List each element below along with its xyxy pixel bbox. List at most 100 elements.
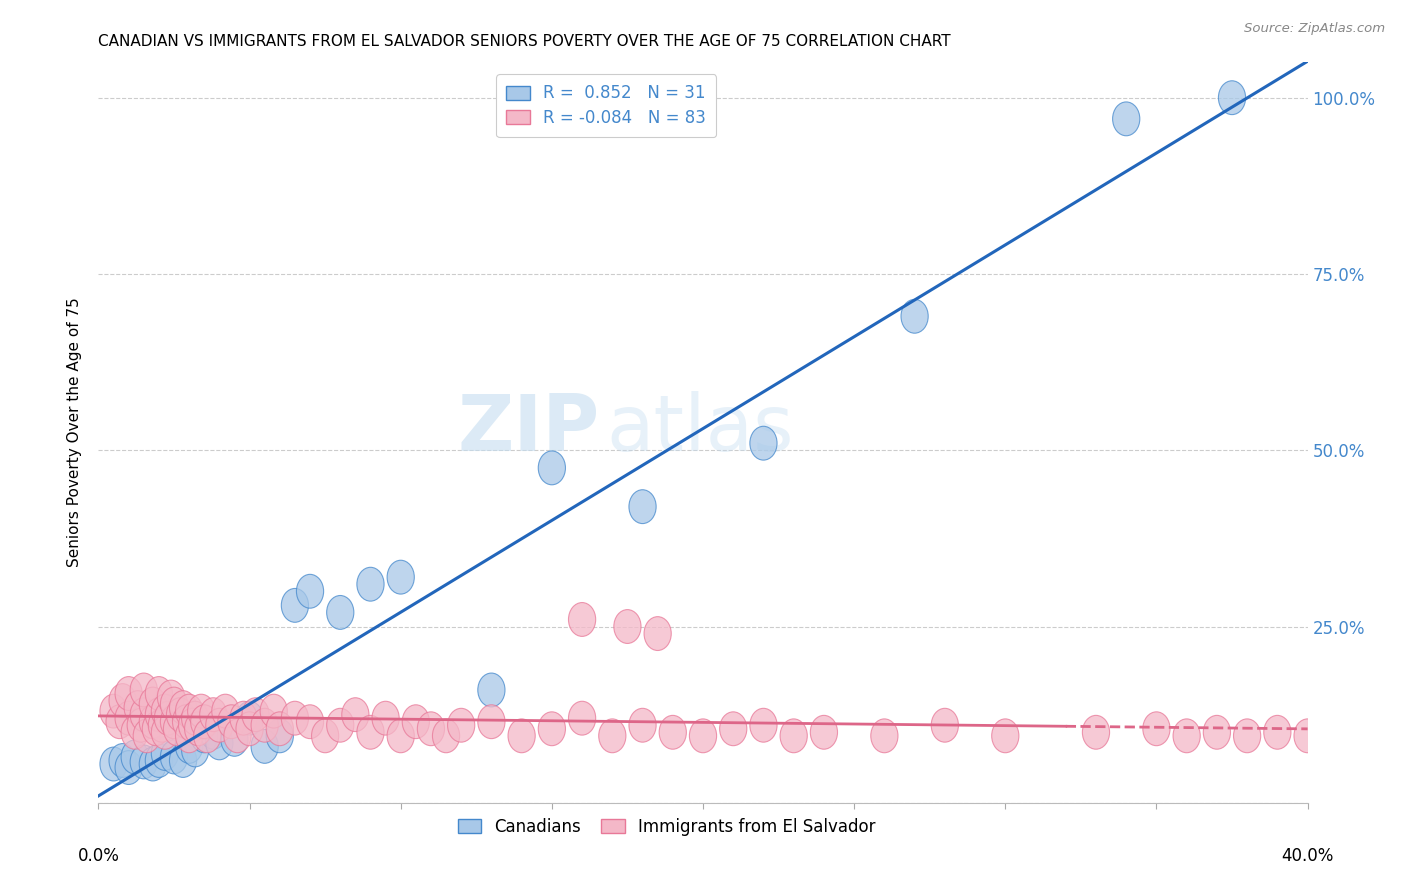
Ellipse shape (418, 712, 444, 746)
Ellipse shape (236, 701, 263, 735)
Ellipse shape (160, 740, 187, 774)
Ellipse shape (145, 744, 173, 778)
Y-axis label: Seniors Poverty Over the Age of 75: Seniors Poverty Over the Age of 75 (67, 298, 83, 567)
Ellipse shape (568, 701, 596, 735)
Ellipse shape (659, 715, 686, 749)
Ellipse shape (810, 715, 838, 749)
Ellipse shape (127, 708, 155, 742)
Ellipse shape (205, 708, 233, 742)
Ellipse shape (387, 560, 415, 594)
Ellipse shape (252, 708, 278, 742)
Ellipse shape (142, 712, 170, 746)
Ellipse shape (870, 719, 898, 753)
Ellipse shape (326, 708, 354, 742)
Ellipse shape (187, 694, 215, 728)
Ellipse shape (139, 705, 166, 739)
Ellipse shape (115, 677, 142, 710)
Ellipse shape (357, 567, 384, 601)
Ellipse shape (749, 426, 778, 460)
Ellipse shape (1219, 81, 1246, 114)
Ellipse shape (901, 300, 928, 334)
Ellipse shape (218, 705, 245, 739)
Text: atlas: atlas (606, 391, 794, 467)
Text: 40.0%: 40.0% (1281, 847, 1334, 865)
Text: ZIP: ZIP (458, 391, 600, 467)
Ellipse shape (433, 719, 460, 753)
Ellipse shape (157, 680, 184, 714)
Ellipse shape (281, 701, 308, 735)
Ellipse shape (749, 708, 778, 742)
Ellipse shape (131, 745, 157, 779)
Ellipse shape (266, 712, 294, 746)
Ellipse shape (538, 451, 565, 484)
Ellipse shape (231, 701, 257, 735)
Ellipse shape (266, 719, 294, 753)
Ellipse shape (1233, 719, 1261, 753)
Ellipse shape (326, 596, 354, 630)
Ellipse shape (252, 730, 278, 764)
Ellipse shape (281, 589, 308, 623)
Ellipse shape (373, 701, 399, 735)
Ellipse shape (100, 747, 127, 780)
Ellipse shape (221, 723, 247, 756)
Ellipse shape (152, 715, 179, 749)
Ellipse shape (181, 733, 208, 767)
Ellipse shape (166, 698, 194, 731)
Ellipse shape (184, 712, 212, 746)
Ellipse shape (145, 698, 173, 731)
Ellipse shape (115, 751, 142, 784)
Ellipse shape (131, 673, 157, 706)
Ellipse shape (689, 719, 717, 753)
Text: CANADIAN VS IMMIGRANTS FROM EL SALVADOR SENIORS POVERTY OVER THE AGE OF 75 CORRE: CANADIAN VS IMMIGRANTS FROM EL SALVADOR … (98, 34, 950, 49)
Ellipse shape (628, 708, 657, 742)
Ellipse shape (342, 698, 368, 731)
Ellipse shape (568, 603, 596, 636)
Ellipse shape (194, 719, 221, 753)
Ellipse shape (173, 705, 200, 739)
Ellipse shape (720, 712, 747, 746)
Ellipse shape (148, 708, 176, 742)
Ellipse shape (1143, 712, 1170, 746)
Ellipse shape (1294, 719, 1322, 753)
Legend: Canadians, Immigrants from El Salvador: Canadians, Immigrants from El Salvador (451, 811, 882, 843)
Ellipse shape (191, 719, 218, 753)
Ellipse shape (312, 719, 339, 753)
Ellipse shape (260, 694, 287, 728)
Ellipse shape (478, 673, 505, 706)
Ellipse shape (152, 694, 179, 728)
Ellipse shape (200, 715, 226, 749)
Ellipse shape (357, 715, 384, 749)
Ellipse shape (160, 705, 187, 739)
Ellipse shape (297, 705, 323, 739)
Ellipse shape (478, 705, 505, 739)
Ellipse shape (139, 747, 166, 780)
Ellipse shape (628, 490, 657, 524)
Ellipse shape (110, 744, 136, 778)
Ellipse shape (179, 708, 205, 742)
Ellipse shape (155, 701, 181, 735)
Ellipse shape (508, 719, 536, 753)
Ellipse shape (205, 726, 233, 760)
Ellipse shape (780, 719, 807, 753)
Ellipse shape (121, 740, 148, 774)
Ellipse shape (121, 715, 148, 749)
Ellipse shape (402, 705, 429, 739)
Ellipse shape (387, 719, 415, 753)
Ellipse shape (1204, 715, 1230, 749)
Ellipse shape (131, 698, 157, 731)
Ellipse shape (200, 698, 226, 731)
Ellipse shape (931, 708, 959, 742)
Ellipse shape (100, 694, 127, 728)
Ellipse shape (105, 705, 134, 739)
Ellipse shape (224, 719, 252, 753)
Ellipse shape (145, 677, 173, 710)
Ellipse shape (1173, 719, 1201, 753)
Ellipse shape (176, 730, 202, 764)
Ellipse shape (1264, 715, 1291, 749)
Text: 0.0%: 0.0% (77, 847, 120, 865)
Ellipse shape (991, 719, 1019, 753)
Ellipse shape (242, 698, 269, 731)
Ellipse shape (160, 687, 187, 721)
Ellipse shape (170, 690, 197, 724)
Ellipse shape (191, 705, 218, 739)
